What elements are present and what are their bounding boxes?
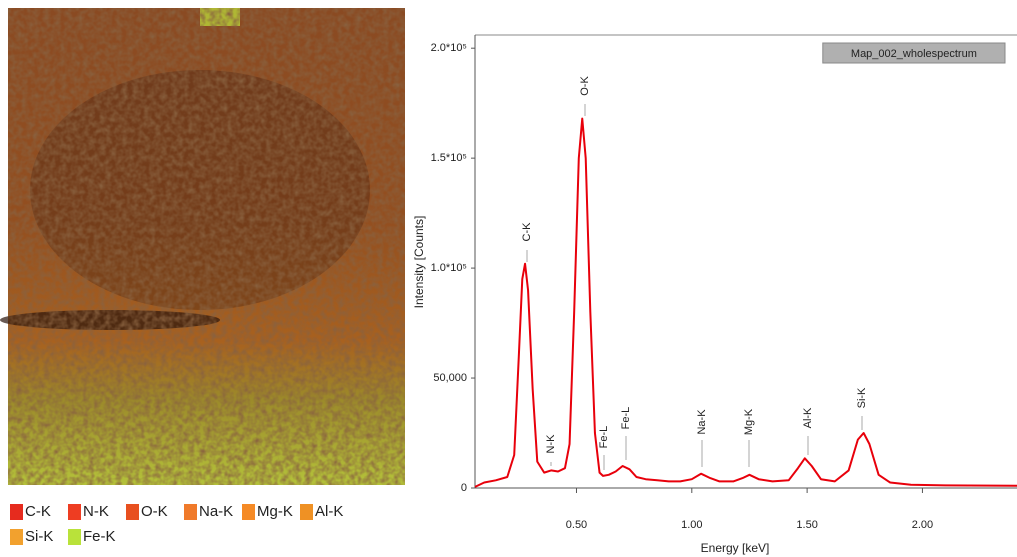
peak-label: Na-K (696, 409, 708, 435)
peak-label: N-K (545, 434, 557, 454)
peak-label: Si-K (856, 387, 868, 408)
y-tick-label: 0 (461, 482, 467, 494)
legend-swatch (126, 504, 139, 520)
peak-label: Al-K (802, 407, 814, 428)
y-axis-title: Intensity [Counts] (412, 216, 426, 309)
peak-label: Mg-K (743, 408, 755, 435)
y-tick-label: 1.5*10⁵ (431, 152, 467, 164)
legend-swatch (68, 504, 81, 520)
peak-label: O-K (579, 76, 591, 96)
legend-swatch (184, 504, 197, 520)
map-texture (8, 8, 405, 485)
y-tick-label: 1.0*10⁵ (431, 262, 467, 274)
x-tick-label: 1.50 (796, 519, 817, 531)
y-tick-label: 2.0*10⁵ (431, 42, 467, 54)
legend-swatch (68, 529, 81, 545)
x-tick-label: 2.00 (912, 519, 933, 531)
peak-label: Fe-L (598, 426, 610, 449)
spectrum-line (474, 117, 1017, 488)
legend-label: O-K (141, 503, 168, 520)
element-map (0, 8, 405, 485)
x-tick-label: 1.00 (681, 519, 702, 531)
legend-label: Al-K (315, 503, 343, 520)
legend-label: Na-K (199, 503, 233, 520)
legend-label: Mg-K (257, 503, 293, 520)
x-tick-label: 0.50 (566, 519, 587, 531)
peak-label: Fe-L (620, 407, 632, 430)
legend-label: Fe-K (83, 528, 116, 545)
legend-label: N-K (83, 503, 109, 520)
legend-swatch (300, 504, 313, 520)
legend-label: Si-K (25, 528, 53, 545)
legend-swatch (242, 504, 255, 520)
legend-swatch (10, 504, 23, 520)
peak-label: C-K (521, 222, 533, 242)
legend-box (822, 42, 1006, 64)
y-tick-label: 50,000 (433, 372, 467, 384)
x-axis-title: Energy [keV] (701, 541, 770, 555)
legend-label: C-K (25, 503, 51, 520)
spectrum-chart: Intensity [Counts] Energy [keV] 0 50,000 1… (412, 34, 1017, 555)
map-legend: C-K N-K O-K Na-K Mg-K Al-K Si-K Fe-K (10, 503, 343, 545)
legend-swatch (10, 529, 23, 545)
legend-label: Map_002_wholespectrum (851, 48, 977, 60)
